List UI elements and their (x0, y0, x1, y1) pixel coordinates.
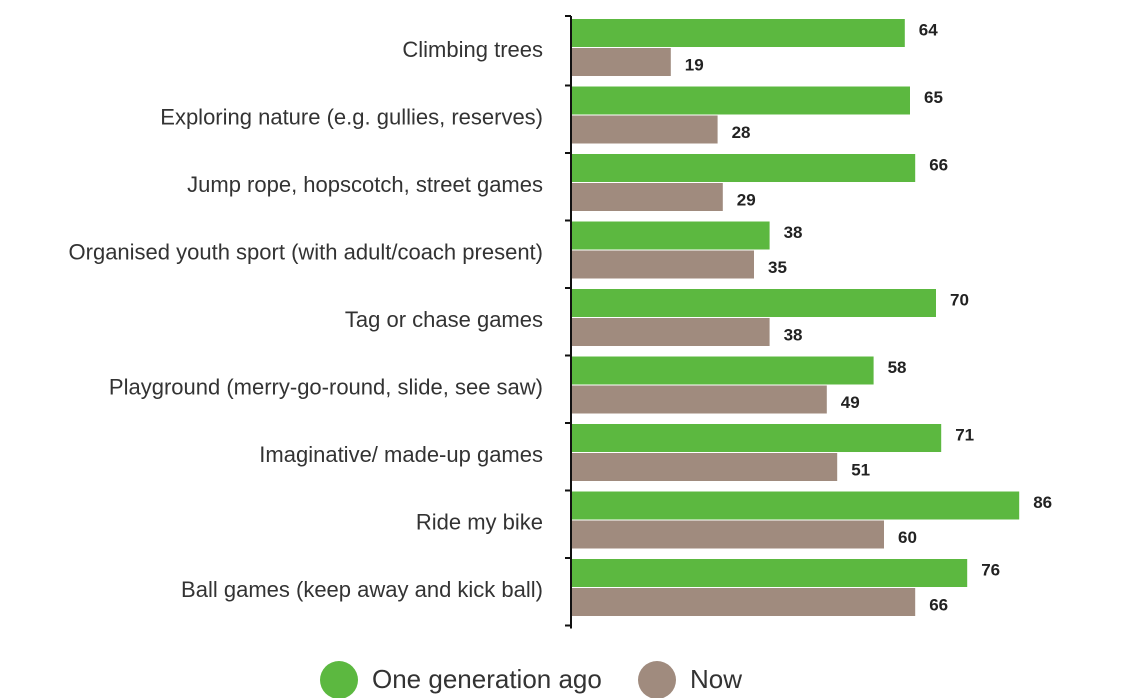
category-labels: Climbing trees Exploring nature (e.g. gul… (69, 37, 543, 602)
category-label: Imaginative/ made-up games (259, 442, 543, 467)
bar-now (572, 48, 671, 76)
category-label: Ride my bike (416, 509, 543, 534)
value-label: 51 (851, 460, 870, 479)
legend-label: Now (690, 664, 742, 694)
value-label: 71 (955, 425, 974, 444)
bar-one-generation-ago (572, 356, 874, 385)
legend-swatch (320, 661, 358, 698)
value-label: 38 (784, 223, 803, 242)
bar-now (572, 520, 884, 549)
value-label: 65 (924, 88, 943, 107)
bar-now (572, 115, 718, 144)
value-label: 19 (685, 55, 704, 74)
legend: One generation ago Now (320, 661, 742, 698)
value-label: 64 (919, 20, 938, 39)
category-label: Jump rope, hopscotch, street games (187, 172, 543, 197)
bar-now (572, 588, 916, 616)
value-label: 66 (929, 595, 948, 614)
bar-now (572, 453, 838, 481)
bar-one-generation-ago (572, 19, 905, 47)
category-label: Playground (merry-go-round, slide, see s… (109, 374, 543, 399)
bar-one-generation-ago (572, 491, 1020, 520)
bar-now (572, 183, 723, 211)
legend-label: One generation ago (372, 664, 602, 694)
bar-now (572, 385, 827, 414)
value-label: 29 (737, 190, 756, 209)
bar-one-generation-ago (572, 154, 916, 182)
bar-one-generation-ago (572, 86, 910, 115)
value-label: 70 (950, 290, 969, 309)
value-label: 38 (784, 325, 803, 344)
category-label: Climbing trees (402, 37, 543, 62)
bar-now (572, 318, 770, 346)
value-label: 58 (888, 358, 907, 377)
category-label: Exploring nature (e.g. gullies, reserves… (160, 104, 543, 129)
bar-now (572, 250, 754, 279)
bar-one-generation-ago (572, 424, 942, 452)
bar-one-generation-ago (572, 559, 968, 587)
bars (572, 19, 1020, 616)
category-label: Ball games (keep away and kick ball) (181, 577, 543, 602)
legend-swatch (638, 661, 676, 698)
value-label: 49 (841, 393, 860, 412)
category-label: Organised youth sport (with adult/coach … (69, 239, 543, 264)
value-label: 28 (732, 123, 751, 142)
bar-one-generation-ago (572, 289, 936, 317)
value-label: 76 (981, 560, 1000, 579)
value-labels: 64 19 65 28 66 29 38 35 70 38 58 49 71 51 86 60 76 66 (685, 20, 1052, 614)
category-axis (565, 15, 572, 629)
category-label: Tag or chase games (345, 307, 543, 332)
value-label: 60 (898, 528, 917, 547)
value-label: 66 (929, 155, 948, 174)
bar-one-generation-ago (572, 221, 770, 250)
value-label: 35 (768, 258, 787, 277)
value-label: 86 (1033, 493, 1052, 512)
